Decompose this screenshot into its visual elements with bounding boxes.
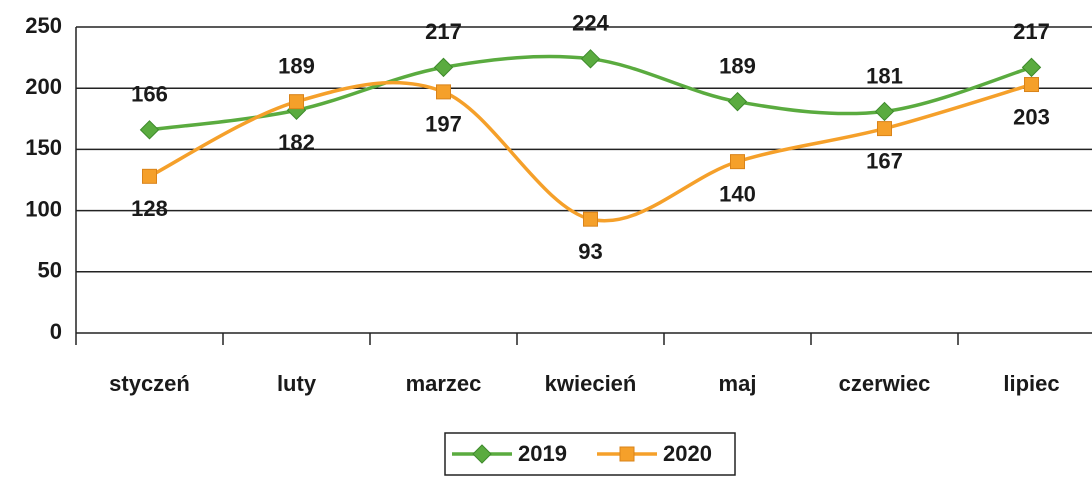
y-tick-label: 150: [25, 135, 62, 160]
data-label: 140: [719, 181, 756, 206]
legend-label: 2019: [518, 441, 567, 466]
data-label: 197: [425, 112, 462, 137]
data-label: 217: [1013, 19, 1050, 44]
y-tick-label: 50: [38, 258, 62, 283]
x-tick-label: czerwiec: [839, 371, 931, 396]
x-tick-label: luty: [277, 371, 317, 396]
marker: [142, 168, 157, 184]
data-label: 93: [578, 239, 602, 264]
marker: [1021, 57, 1042, 78]
data-label: 217: [425, 19, 462, 44]
marker: [139, 120, 160, 140]
data-label: 189: [719, 53, 756, 78]
marker: [730, 154, 745, 170]
data-label: 167: [866, 148, 903, 173]
y-tick-label: 200: [25, 74, 62, 99]
data-label: 224: [572, 11, 609, 36]
x-tick-label: lipiec: [1003, 371, 1059, 396]
marker: [583, 211, 598, 227]
x-tick-label: maj: [719, 371, 757, 396]
marker: [580, 49, 601, 69]
marker: [1024, 77, 1039, 93]
marker: [727, 91, 748, 112]
marker: [436, 84, 451, 100]
y-tick-label: 0: [50, 319, 62, 344]
marker: [472, 444, 492, 464]
data-label: 166: [131, 82, 168, 107]
x-tick-label: kwiecień: [545, 371, 637, 396]
data-label: 189: [278, 53, 315, 78]
marker: [874, 101, 895, 122]
data-label: 182: [278, 130, 315, 155]
y-tick-label: 100: [25, 196, 62, 221]
marker: [619, 446, 635, 462]
marker: [877, 121, 892, 137]
data-label: 181: [866, 63, 903, 88]
data-label: 128: [131, 196, 168, 221]
marker: [433, 57, 454, 78]
x-tick-label: marzec: [406, 371, 482, 396]
marker: [289, 94, 304, 110]
data-label: 203: [1013, 104, 1050, 129]
x-tick-label: styczeń: [109, 371, 190, 396]
legend-label: 2020: [663, 441, 712, 466]
y-tick-label: 250: [25, 13, 62, 38]
